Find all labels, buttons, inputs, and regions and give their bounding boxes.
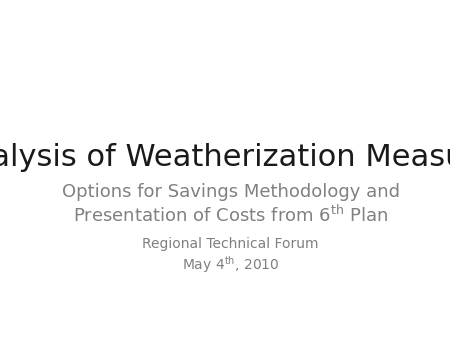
Text: Regional Technical Forum: Regional Technical Forum <box>142 237 319 250</box>
Text: Presentation of Costs from $\mathregular{6^{th}}$ Plan: Presentation of Costs from $\mathregular… <box>73 204 388 225</box>
Text: May $\mathregular{4^{th}}$, 2010: May $\mathregular{4^{th}}$, 2010 <box>182 254 279 275</box>
Text: Options for Savings Methodology and: Options for Savings Methodology and <box>62 183 400 200</box>
Text: Analysis of Weatherization Measures: Analysis of Weatherization Measures <box>0 143 450 172</box>
